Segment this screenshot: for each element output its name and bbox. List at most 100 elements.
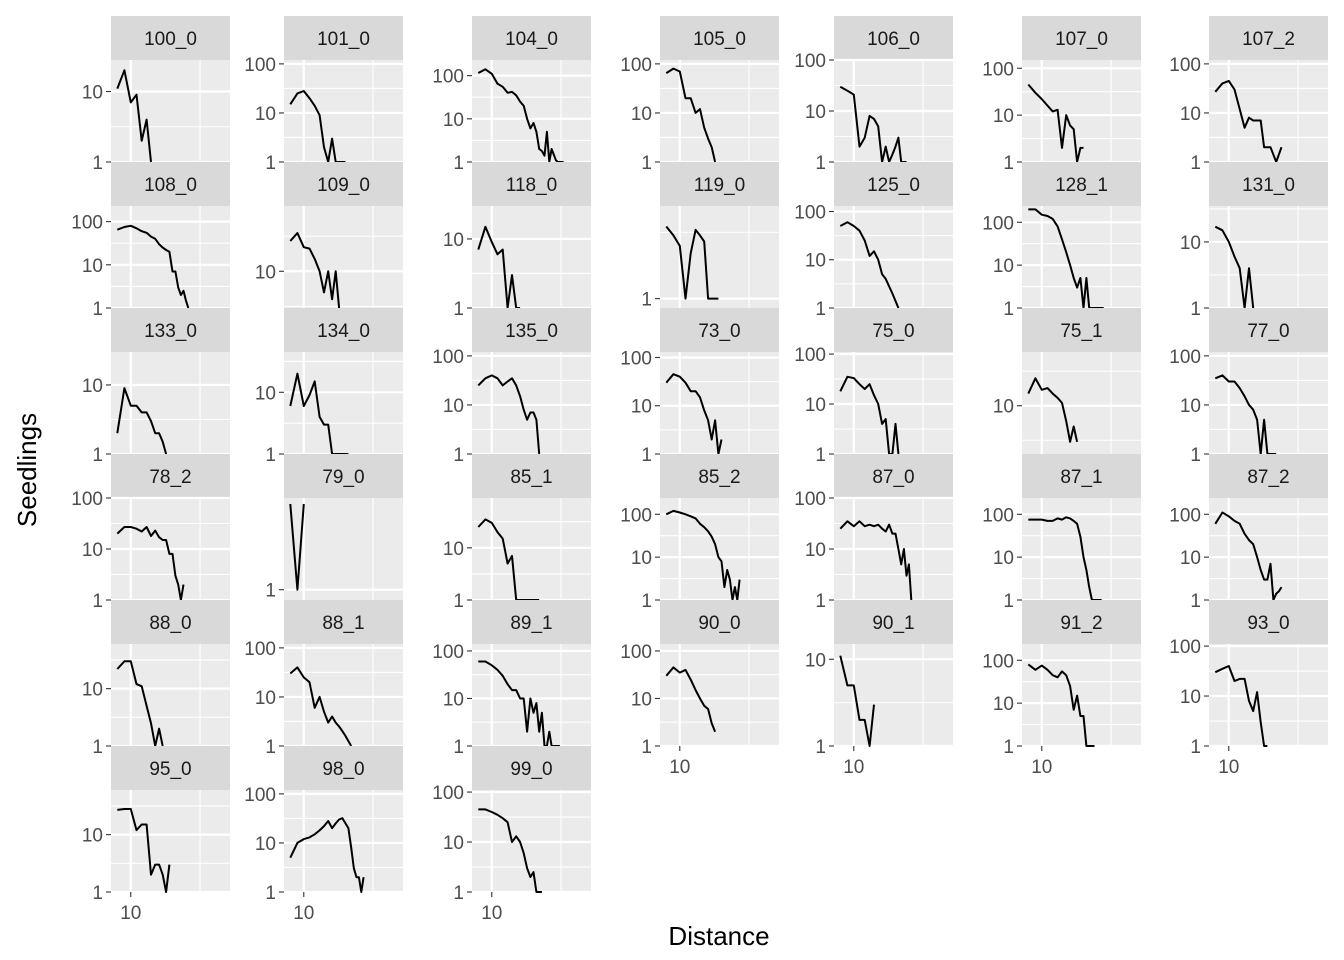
facet-panel: 88_0 1 10 — [82, 600, 230, 758]
facet-strip — [1022, 454, 1141, 498]
facet-strip — [284, 600, 403, 644]
y-tick-label: 10 — [631, 397, 652, 418]
panel-background — [1209, 206, 1328, 308]
panel-background — [660, 352, 779, 454]
facet-strip-label: 87_0 — [872, 467, 914, 488]
panel-background — [284, 352, 403, 454]
y-tick-label: 1 — [453, 883, 464, 904]
facet-strip-label: 107_2 — [1242, 29, 1295, 50]
y-tick-label: 10 — [993, 106, 1014, 127]
y-tick-label: 1 — [641, 591, 652, 612]
facet-panel: 85_2 1 10 100 — [620, 454, 779, 612]
facet-strip — [284, 308, 403, 352]
y-tick-label: 100 — [982, 213, 1014, 234]
facet-panel: 118_0 1 10 — [443, 162, 591, 320]
y-tick-label: 100 — [794, 489, 826, 510]
y-tick-label: 100 — [1169, 55, 1201, 76]
panel-background — [284, 206, 403, 308]
series-line — [116, 224, 190, 309]
facet-panel: 99_0 1 10 100 10 — [432, 746, 591, 924]
y-tick-label: 1 — [92, 883, 103, 904]
facet-panel: 91_2 1 10 100 10 — [982, 600, 1141, 778]
facet-panel: 75_1 10 — [993, 308, 1141, 454]
y-tick-label: 10 — [443, 539, 464, 560]
y-tick-label: 1 — [453, 591, 464, 612]
facet-strip-label: 118_0 — [506, 175, 557, 196]
y-tick-label: 10 — [805, 251, 826, 272]
y-tick-label: 1 — [92, 591, 103, 612]
y-tick-label: 10 — [1180, 396, 1201, 417]
panel-background — [284, 644, 403, 746]
y-tick-label: 1 — [453, 445, 464, 466]
series-line — [665, 509, 741, 601]
y-tick-label: 100 — [1169, 637, 1201, 658]
facet-strip-label: 109_0 — [317, 175, 370, 196]
y-tick-label: 1 — [1190, 153, 1201, 174]
facet-strip-label: 88_0 — [149, 613, 191, 634]
y-tick-label: 10 — [255, 262, 276, 283]
panel-background — [472, 206, 591, 308]
facet-strip-label: 125_0 — [867, 175, 920, 196]
series-line — [289, 503, 305, 591]
y-tick-label: 100 — [982, 505, 1014, 526]
panel-background — [834, 206, 953, 308]
y-tick-label: 1 — [92, 737, 103, 758]
facet-strip-label: 91_2 — [1060, 613, 1102, 634]
facet-strip — [834, 162, 953, 206]
x-tick-label: 10 — [1218, 757, 1239, 778]
y-tick-label: 10 — [805, 395, 826, 416]
y-tick-label: 10 — [993, 256, 1014, 277]
facet-strip-label: 104_0 — [505, 29, 558, 50]
facet-strip — [1022, 162, 1141, 206]
series-line — [289, 817, 365, 893]
facet-strip — [1209, 454, 1328, 498]
y-tick-label: 1 — [453, 299, 464, 320]
x-tick-label: 10 — [843, 757, 864, 778]
y-tick-label: 100 — [432, 67, 464, 88]
y-tick-label: 1 — [92, 153, 103, 174]
y-tick-label: 100 — [244, 785, 276, 806]
y-tick-label: 100 — [244, 639, 276, 660]
panel-background — [284, 498, 403, 600]
y-tick-label: 10 — [443, 689, 464, 710]
y-tick-label: 10 — [82, 826, 103, 847]
x-tick-label: 10 — [293, 903, 314, 924]
facet-strip — [1209, 162, 1328, 206]
facet-strip — [1022, 308, 1141, 352]
series-line — [1027, 663, 1095, 747]
facet-strip-label: 73_0 — [698, 321, 740, 342]
series-line — [477, 68, 564, 163]
y-tick-label: 1 — [1190, 737, 1201, 758]
x-axis-title: Distance — [668, 921, 769, 951]
y-tick-label: 100 — [1169, 347, 1201, 368]
facet-strip-label: 95_0 — [149, 759, 191, 780]
panel-background — [660, 644, 779, 746]
facet-strip — [284, 454, 403, 498]
facet-strip-label: 119_0 — [694, 175, 745, 196]
facet-panel: 108_0 1 10 100 — [71, 162, 230, 320]
facet-panel: 134_0 1 10 — [255, 308, 403, 466]
series-line — [117, 808, 171, 893]
facet-strip-label: 99_0 — [510, 759, 552, 780]
facet-panel: 90_1 1 10 10 — [805, 600, 953, 778]
facet-panel: 87_0 1 10 100 — [794, 454, 953, 612]
facet-strip — [111, 600, 230, 644]
y-tick-label: 100 — [982, 651, 1014, 672]
y-tick-label: 100 — [1169, 505, 1201, 526]
facet-strip-label: 105_0 — [693, 29, 746, 50]
facet-panels: 100_0110101_0110100104_0110100105_011010… — [71, 16, 1328, 924]
panel-background — [660, 60, 779, 162]
y-tick-label: 10 — [255, 104, 276, 125]
facet-panel: 90_0 1 10 100 10 — [620, 600, 779, 778]
facet-strip-label: 90_0 — [698, 613, 740, 634]
facet-strip-label: 108_0 — [144, 175, 197, 196]
x-tick-label: 10 — [1031, 757, 1052, 778]
y-tick-label: 100 — [620, 348, 652, 369]
facet-strip — [111, 162, 230, 206]
facet-panel: 107_0 1 10 100 — [982, 16, 1141, 174]
facet-panel: 87_2 1 10 100 — [1169, 454, 1328, 612]
facet-panel: 106_0 1 10 100 — [794, 16, 953, 174]
series-line — [839, 655, 875, 747]
facet-panel: 119_0 1 — [641, 162, 779, 311]
y-tick-label: 1 — [453, 153, 464, 174]
